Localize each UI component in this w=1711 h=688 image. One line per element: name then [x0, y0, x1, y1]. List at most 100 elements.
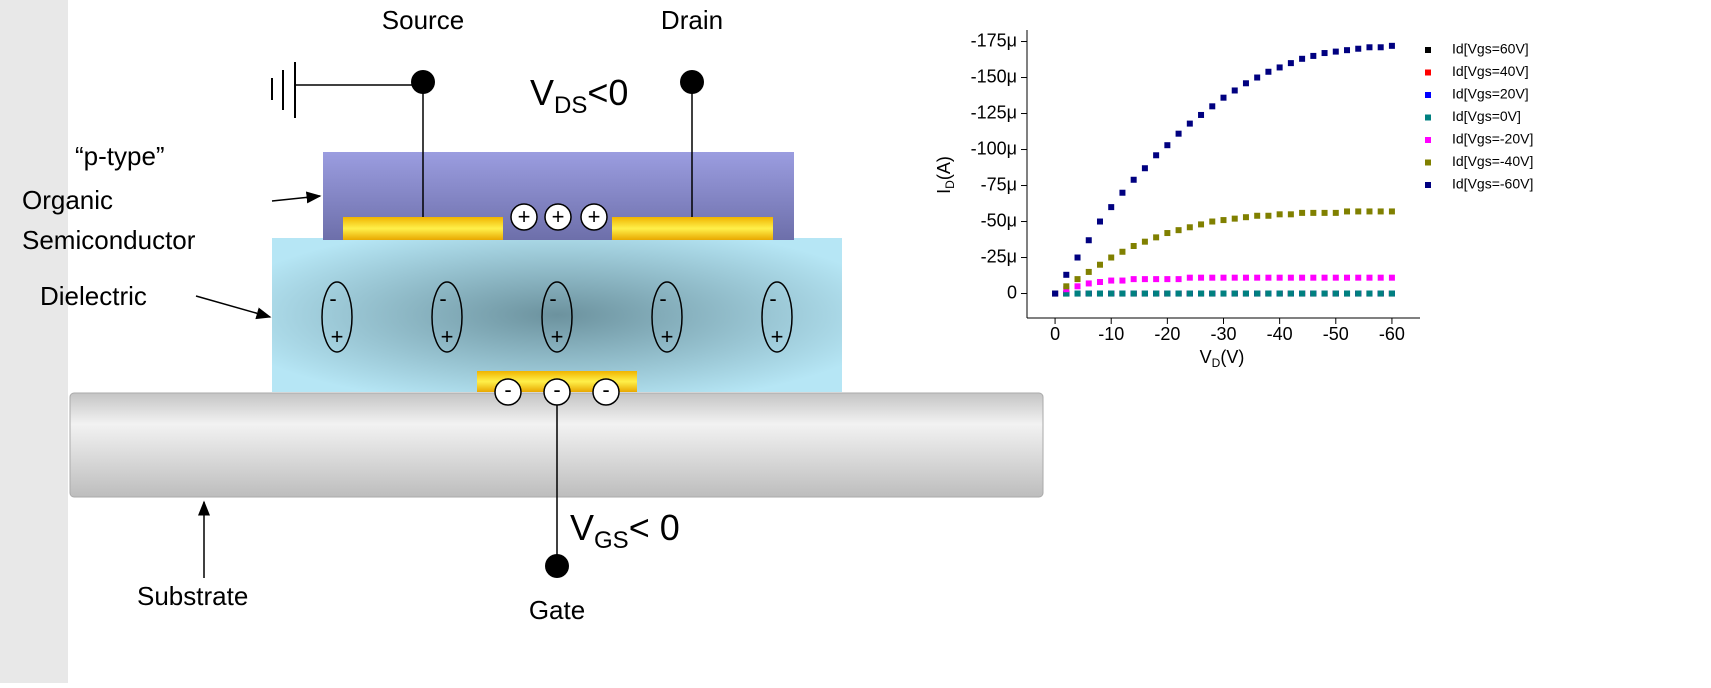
dipole-minus: - [549, 286, 556, 311]
point [1232, 275, 1238, 281]
point [1333, 291, 1339, 297]
x-tick-label: -30 [1210, 324, 1236, 344]
semiconductor-label: Semiconductor [22, 225, 196, 255]
legend-marker [1425, 137, 1431, 143]
y-tick-label: -25μ [981, 246, 1017, 266]
point [1265, 213, 1271, 219]
point [1108, 291, 1114, 297]
point [1389, 291, 1395, 297]
point [1299, 291, 1305, 297]
point [1131, 291, 1137, 297]
point [1389, 275, 1395, 281]
point [1164, 291, 1170, 297]
legend-label: Id[Vgs=0V] [1452, 108, 1521, 124]
point [1288, 60, 1294, 66]
point [1265, 291, 1271, 297]
semiconductor-label: Organic [22, 185, 113, 215]
point [1187, 121, 1193, 127]
point [1119, 291, 1125, 297]
hole-sign: + [518, 204, 531, 229]
hole-sign: + [588, 204, 601, 229]
point [1299, 275, 1305, 281]
x-tick-label: -20 [1154, 324, 1180, 344]
point [1378, 275, 1384, 281]
x-axis-label: VD(V) [1200, 347, 1245, 370]
point [1164, 142, 1170, 148]
point [1299, 56, 1305, 62]
point [1355, 275, 1361, 281]
point [1288, 275, 1294, 281]
point [1108, 278, 1114, 284]
point [1153, 276, 1159, 282]
point [1344, 208, 1350, 214]
dipole-plus: + [771, 324, 784, 349]
legend-marker [1425, 70, 1431, 76]
point [1232, 216, 1238, 222]
y-tick-label: -100μ [971, 138, 1017, 158]
point [1333, 49, 1339, 55]
drain-electrode [612, 217, 773, 240]
vds-main: V [530, 72, 554, 113]
electron-sign: - [553, 377, 560, 402]
y-tick-label: -150μ [971, 66, 1017, 86]
point [1366, 208, 1372, 214]
point [1299, 210, 1305, 216]
point [1265, 275, 1271, 281]
point [1142, 276, 1148, 282]
x-tick-label: 0 [1050, 324, 1060, 344]
point [1288, 291, 1294, 297]
point [1344, 275, 1350, 281]
point [1142, 165, 1148, 171]
point [1254, 275, 1260, 281]
point [1310, 275, 1316, 281]
y-tick-label: -75μ [981, 174, 1017, 194]
point [1243, 275, 1249, 281]
electron-sign: - [504, 377, 511, 402]
point [1131, 276, 1137, 282]
point [1086, 291, 1092, 297]
point [1322, 291, 1328, 297]
point [1198, 291, 1204, 297]
point [1142, 291, 1148, 297]
point [1355, 291, 1361, 297]
point [1119, 249, 1125, 255]
y-label-tail: (A) [934, 156, 954, 180]
point [1232, 291, 1238, 297]
source-label: Source [382, 5, 464, 35]
point [1063, 283, 1069, 289]
point [1209, 103, 1215, 109]
point [1344, 291, 1350, 297]
electron-sign: - [602, 377, 609, 402]
point [1277, 291, 1283, 297]
x-label-main: V [1200, 347, 1212, 367]
point [1366, 291, 1372, 297]
legend-marker [1425, 182, 1431, 188]
point [1086, 269, 1092, 275]
source-electrode [343, 217, 503, 240]
vds-label: VDS<0 [530, 72, 628, 120]
dipole-minus: - [659, 286, 666, 311]
vgs-main: V [570, 507, 594, 548]
dielectric-label: Dielectric [40, 281, 147, 311]
legend-marker [1425, 47, 1431, 53]
point [1310, 53, 1316, 59]
point [1097, 291, 1103, 297]
point [1389, 208, 1395, 214]
drain-terminal [680, 70, 704, 94]
point [1176, 276, 1182, 282]
y-tick-label: -125μ [971, 102, 1017, 122]
legend-label: Id[Vgs=40V] [1452, 63, 1529, 79]
legend-marker [1425, 160, 1431, 166]
dipole-plus: + [331, 324, 344, 349]
point [1378, 291, 1384, 297]
slide: +++----+-+-+-+-+ Source Drain Gate “p-ty… [0, 0, 1711, 683]
dipole-plus: + [551, 324, 564, 349]
point [1097, 279, 1103, 285]
point [1198, 221, 1204, 227]
point [1153, 152, 1159, 158]
point [1322, 275, 1328, 281]
x-tick-label: -10 [1098, 324, 1124, 344]
substrate-label: Substrate [137, 581, 248, 611]
point [1187, 224, 1193, 230]
dipole-plus: + [661, 324, 674, 349]
